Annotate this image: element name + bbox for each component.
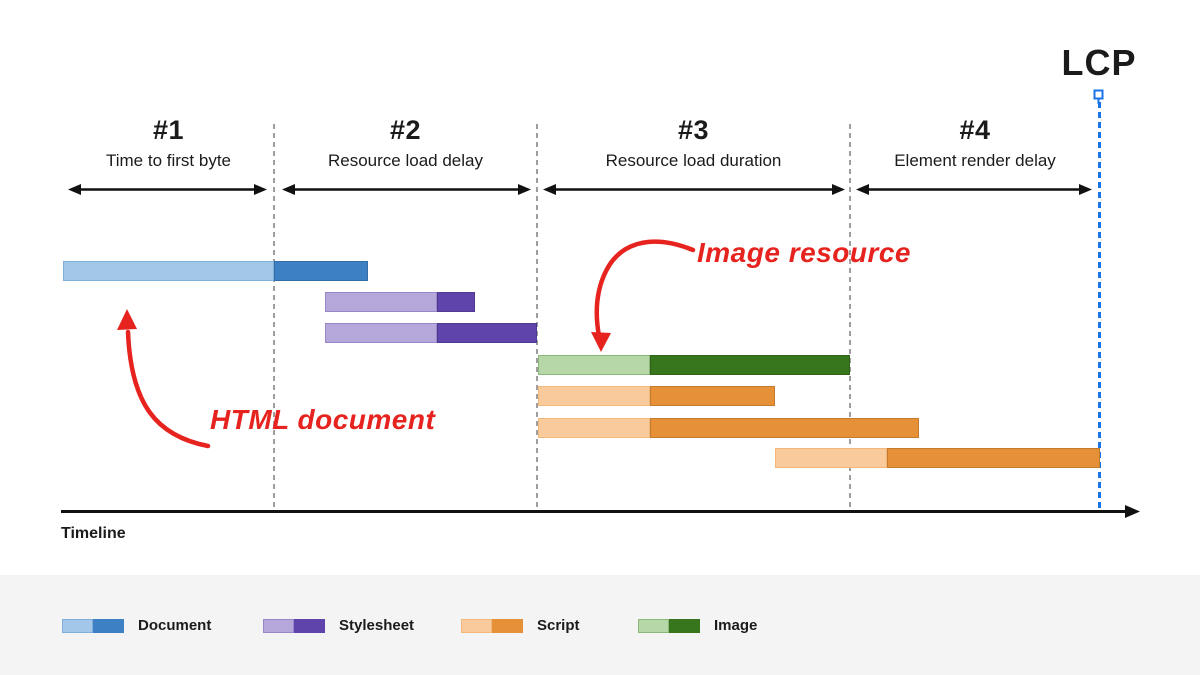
document-bar-dark-segment (274, 261, 368, 281)
phase-span-arrowhead-icon (856, 184, 869, 195)
phase-1-header: #1 Time to first byte (63, 116, 274, 171)
stylesheet-bar (325, 323, 537, 343)
stylesheet-bar-light-segment (325, 323, 437, 343)
document-bar (63, 261, 368, 281)
timeline-label: Timeline (61, 525, 126, 542)
phase-span-arrowhead-icon (254, 184, 267, 195)
phase-span-arrowhead-icon (68, 184, 81, 195)
image-bar (538, 355, 850, 375)
legend-label-script: Script (537, 617, 580, 634)
legend-item-image: Image (638, 617, 757, 634)
phase-1-label: Time to first byte (105, 151, 231, 170)
legend-item-stylesheet: Stylesheet (263, 617, 414, 634)
stylesheet-swatch-icon (263, 618, 325, 633)
script-bar-dark-segment (887, 448, 1100, 468)
legend-item-document: Document (62, 617, 211, 634)
image-resource-annotation: Image resource (697, 237, 911, 268)
image-resource-arrow (594, 239, 696, 339)
image-bar-light-segment (538, 355, 650, 375)
document-bar-light-segment (63, 261, 274, 281)
phase-span-arrowhead-icon (543, 184, 556, 195)
stylesheet-bar (325, 292, 475, 312)
stylesheet-bar-dark-segment (437, 292, 475, 312)
phase-3-label: Resource load duration (605, 151, 782, 170)
image-swatch-icon (638, 618, 700, 633)
lcp-marker-icon (1093, 89, 1104, 100)
timeline-axis-arrowhead-icon (1125, 505, 1140, 518)
phase-4-number: #4 (959, 115, 991, 145)
phase-separator-line (536, 124, 538, 512)
script-swatch-icon (461, 618, 523, 633)
phase-span-arrows (68, 184, 1092, 195)
phase-span-arrowhead-icon (832, 184, 845, 195)
lcp-title: LCP (1061, 42, 1137, 83)
lcp-line (1097, 102, 1101, 512)
legend-label-stylesheet: Stylesheet (339, 617, 415, 634)
phase-span-arrowhead-icon (1079, 184, 1092, 195)
phase-2-number: #2 (389, 115, 422, 145)
document-swatch-icon (62, 618, 124, 633)
script-bar (775, 448, 1100, 468)
phase-2-header: #2 Resource load delay (274, 116, 537, 171)
legend-item-script: Script (461, 617, 580, 634)
script-bar-light-segment (538, 386, 650, 406)
script-bar-dark-segment (650, 418, 919, 438)
script-bar-light-segment (538, 418, 650, 438)
phase-4-label: Element render delay (894, 151, 1056, 170)
stylesheet-bar-dark-segment (437, 323, 537, 343)
phase-separator-line (849, 124, 851, 512)
phase-4-header: #4 Element render delay (850, 116, 1100, 171)
html-document-annotation: HTML document (210, 404, 436, 435)
script-bar-dark-segment (650, 386, 775, 406)
phase-1-number: #1 (152, 115, 185, 145)
phase-2-label: Resource load delay (328, 151, 483, 170)
html-document-arrow (125, 329, 211, 449)
phase-span-arrowhead-icon (518, 184, 531, 195)
legend-band: Document Stylesheet Script Image (0, 575, 1200, 675)
stylesheet-bar-light-segment (325, 292, 437, 312)
image-bar-dark-segment (650, 355, 850, 375)
phase-span-arrowhead-icon (282, 184, 295, 195)
image-resource-arrowhead-icon (591, 332, 611, 352)
script-bar (538, 418, 919, 438)
script-bar (538, 386, 775, 406)
html-document-arrowhead-icon (117, 309, 137, 330)
legend-label-image: Image (714, 617, 758, 634)
phase-3-number: #3 (677, 115, 710, 145)
phase-3-header: #3 Resource load duration (537, 116, 850, 171)
phase-separator-line (273, 124, 275, 512)
legend-label-document: Document (138, 617, 212, 634)
script-bar-light-segment (775, 448, 887, 468)
